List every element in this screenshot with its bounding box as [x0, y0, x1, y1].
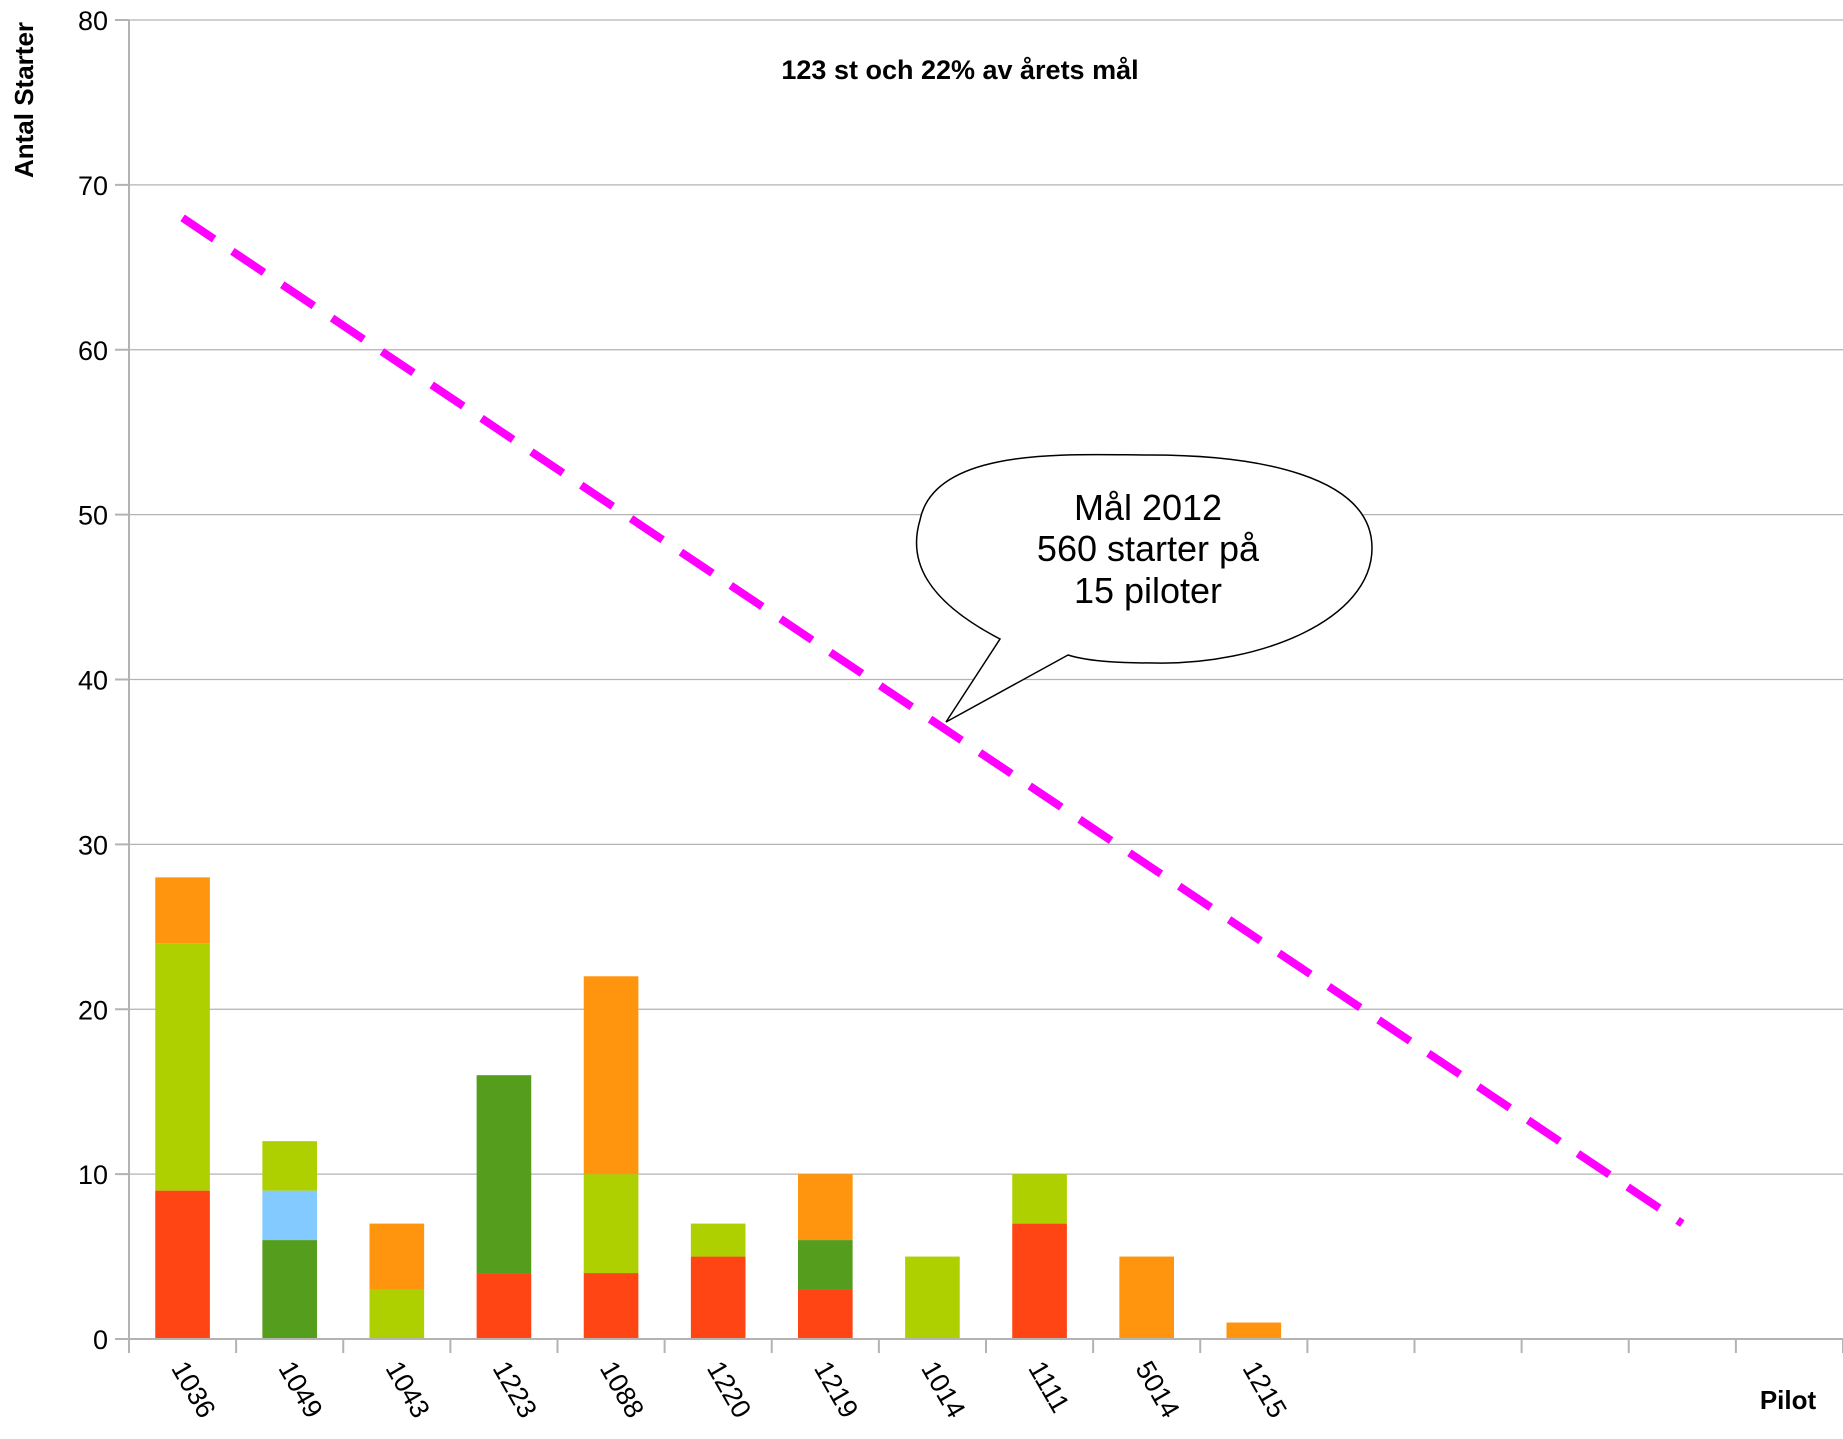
y-tick-label: 70 [78, 171, 108, 201]
bar-segment [369, 1223, 425, 1290]
bar-segment [262, 1141, 318, 1191]
bar-segment [155, 1190, 210, 1339]
goal-trend-line [180, 214, 1685, 1227]
x-tick-label: 1043 [380, 1356, 436, 1423]
x-tick-label: 1014 [915, 1356, 971, 1423]
bar-segment [1226, 1322, 1282, 1339]
bar-segment [476, 1273, 532, 1339]
callout-line-2: 560 starter på [1037, 528, 1260, 569]
bar-segment [262, 1190, 318, 1241]
y-tick-label: 30 [78, 830, 108, 860]
x-axis-title: Pilot [1760, 1385, 1817, 1415]
x-tick-label: 1036 [165, 1356, 221, 1423]
bar-segment [797, 1289, 853, 1339]
x-tick-label: 1215 [1237, 1356, 1293, 1423]
x-tick-label: 1088 [594, 1356, 650, 1423]
bar-segment [1012, 1223, 1067, 1339]
axes [128, 20, 1843, 1340]
callout-bubble-shape [915, 453, 1373, 723]
bar-segment [797, 1240, 853, 1290]
x-tick-label: 1111 [1022, 1356, 1075, 1418]
y-tick-label: 60 [78, 336, 108, 366]
x-tick-labels: 1036 1049 1043 1223 1088 1220 1219 1014 1111 5014… [165, 1356, 1292, 1423]
bar-segment [1012, 1174, 1067, 1224]
y-tick-label: 20 [78, 995, 108, 1025]
bar-segment [1119, 1256, 1175, 1339]
bar-segment [476, 1075, 532, 1274]
bar-segment [262, 1240, 318, 1339]
y-tick-labels: 0 10 20 30 40 50 60 70 80 [78, 6, 108, 1355]
bar-segment [905, 1256, 960, 1339]
bar-segment [797, 1174, 853, 1241]
bar-segment [690, 1256, 746, 1339]
bars [155, 877, 1282, 1339]
x-tick-label: 1220 [701, 1356, 757, 1423]
bar-segment [155, 877, 210, 944]
bar-segment [583, 1273, 639, 1339]
y-tick-label: 10 [78, 1160, 108, 1190]
x-tick-label: 1219 [808, 1356, 864, 1423]
bar-segment [583, 1174, 639, 1274]
goal-trend [180, 214, 1685, 1227]
y-tick-label: 40 [78, 666, 108, 696]
y-tick-label: 0 [93, 1325, 108, 1355]
callout-line-1: Mål 2012 [1074, 487, 1222, 528]
y-axis-title: Antal Starter [9, 22, 39, 178]
callout-line-3: 15 piloter [1074, 570, 1222, 611]
y-tick-label: 50 [78, 501, 108, 531]
bar-segment [369, 1289, 425, 1339]
y-tick-label: 80 [78, 6, 108, 36]
chart-title: 123 st och 22% av årets mål [781, 55, 1138, 85]
bar-segment [690, 1223, 746, 1257]
x-tick-label: 5014 [1129, 1356, 1185, 1423]
bar-segment [155, 943, 210, 1191]
bar-segment [583, 976, 639, 1175]
x-tick-label: 1223 [487, 1356, 543, 1423]
goal-callout: Mål 2012 560 starter på 15 piloter [915, 453, 1373, 723]
x-tick-label: 1049 [272, 1356, 328, 1423]
gridlines [115, 19, 1843, 1353]
